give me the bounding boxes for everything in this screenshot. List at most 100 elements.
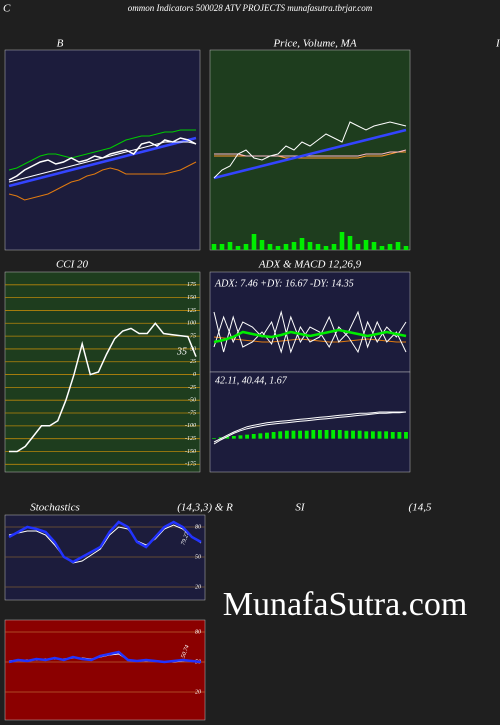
line: [8, 161, 197, 201]
bar: [318, 430, 322, 439]
line: [8, 137, 197, 181]
bar: [235, 246, 241, 250]
bar: [211, 244, 217, 250]
bar: [218, 437, 223, 439]
bar: [370, 431, 375, 439]
bar: [384, 431, 389, 439]
panel-text: 42.11, 40.44, 1.67: [215, 375, 288, 386]
bar: [212, 438, 216, 439]
bar: [304, 430, 309, 439]
bar: [219, 244, 225, 250]
panel-title: B: [57, 38, 64, 50]
bar: [339, 232, 345, 250]
panel-title: (14,5: [409, 502, 432, 514]
bar: [331, 244, 337, 250]
bar: [227, 242, 233, 250]
panel-text: ADX: 7.46 +DY: 16.67 -DY: 14.35: [214, 278, 354, 289]
line: [213, 310, 407, 354]
line: [213, 328, 407, 344]
bar: [337, 430, 342, 439]
bar: [298, 430, 302, 439]
panel: Stochastics (14,3,3) & R SI (14,5 80 50 20 79.2…: [4, 502, 432, 601]
y-tick-label: -50: [188, 398, 196, 404]
panel-title: (14,3,3) & R: [177, 502, 233, 514]
panel-title: SI: [295, 502, 306, 514]
y-tick-label: 25: [190, 359, 196, 365]
panel-title: CCI 20: [56, 259, 89, 271]
bar: [331, 430, 336, 439]
line: [8, 129, 196, 171]
bar: [283, 244, 289, 250]
bar: [404, 432, 408, 439]
header-title: ommon Indicators 500028 ATV PROJECTS mun…: [128, 3, 373, 13]
bar: [390, 432, 395, 439]
bar: [344, 430, 349, 439]
panel-background: [4, 619, 206, 721]
panel-background: [209, 49, 411, 251]
bar: [299, 238, 305, 250]
bar: [278, 431, 283, 439]
line: [213, 411, 406, 443]
panel: ADX & MACD 12,26,9 ADX: 7.46 +DY: 16.67 -…: [209, 259, 411, 373]
line: [8, 136, 197, 188]
bar: [395, 242, 401, 250]
header-right: I: [495, 38, 500, 50]
bar: [379, 246, 385, 250]
bar: [364, 431, 369, 439]
bar: [291, 242, 297, 250]
readout: 79.27: [181, 530, 192, 546]
panel: CCI 201751501251007550250-25-50-75-100-1…: [4, 259, 201, 473]
bar: [363, 240, 369, 250]
line: [8, 524, 202, 564]
bar: [267, 244, 273, 250]
bar: [231, 436, 236, 439]
panel-background: [209, 371, 411, 473]
y-tick-label: 125: [187, 308, 196, 314]
bar: [347, 236, 353, 250]
bar: [397, 432, 402, 439]
bar: [265, 432, 269, 439]
line: [8, 520, 202, 564]
y-tick-label: 175: [187, 282, 196, 288]
y-tick-label: 0: [193, 372, 196, 378]
panel-title: ADX & MACD 12,26,9: [258, 259, 362, 271]
bar: [284, 430, 289, 439]
bar: [238, 435, 243, 439]
y-tick-label: -100: [185, 423, 196, 429]
panel: 42.11, 40.44, 1.67: [209, 371, 411, 473]
bar: [259, 240, 265, 250]
bar: [251, 234, 257, 250]
bar: [403, 246, 409, 250]
bar: [377, 431, 382, 439]
bar: [355, 244, 361, 250]
bar: [323, 246, 329, 250]
y-tick-label: 80: [195, 524, 201, 530]
bar: [351, 430, 355, 439]
line: [8, 650, 202, 664]
bar: [324, 430, 329, 439]
line: [9, 322, 197, 453]
y-tick-label: 20: [195, 689, 201, 695]
bar: [251, 434, 256, 439]
bar: [258, 433, 263, 439]
watermark: MunafaSutra.com: [223, 586, 468, 623]
y-tick-label: 80: [195, 629, 201, 635]
panel: B: [4, 38, 201, 251]
bar: [307, 242, 313, 250]
y-tick-label: 75: [190, 333, 196, 339]
bar: [315, 244, 321, 250]
header-left: C: [3, 3, 11, 15]
y-tick-label: -125: [185, 436, 196, 442]
bar: [225, 436, 230, 439]
bar: [245, 434, 250, 439]
bar: [291, 430, 296, 439]
y-tick-label: 150: [187, 295, 196, 301]
bar: [371, 242, 377, 250]
bar: [243, 244, 249, 250]
line: [213, 411, 407, 445]
panel-title: Stochastics: [30, 502, 80, 514]
line: [213, 128, 407, 180]
line: [213, 336, 406, 343]
